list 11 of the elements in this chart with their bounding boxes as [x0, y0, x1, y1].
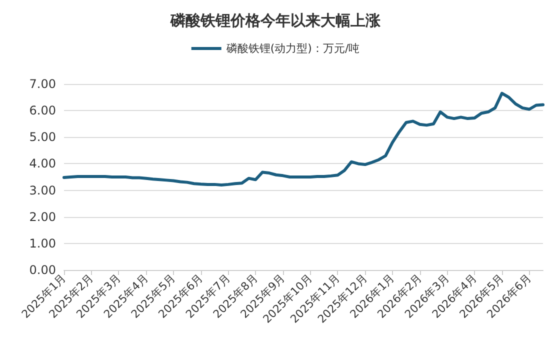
y-tick-label: 5.00 [29, 130, 56, 144]
line-series [62, 92, 544, 186]
y-tick-label: 1.00 [29, 236, 56, 250]
y-tick-label: 3.00 [29, 183, 56, 198]
y-tick-label: 4.00 [29, 156, 56, 171]
legend-label: 磷酸铁锂(动力型)：万元/吨 [225, 42, 360, 55]
y-tick-label: 7.00 [29, 77, 56, 91]
y-tick-label: 6.00 [29, 104, 56, 118]
y-tick-label: 0.00 [29, 263, 56, 277]
y-tick-label: 2.00 [29, 210, 56, 224]
chart-title: 磷酸铁锂价格今年以来大幅上涨 [170, 12, 382, 30]
